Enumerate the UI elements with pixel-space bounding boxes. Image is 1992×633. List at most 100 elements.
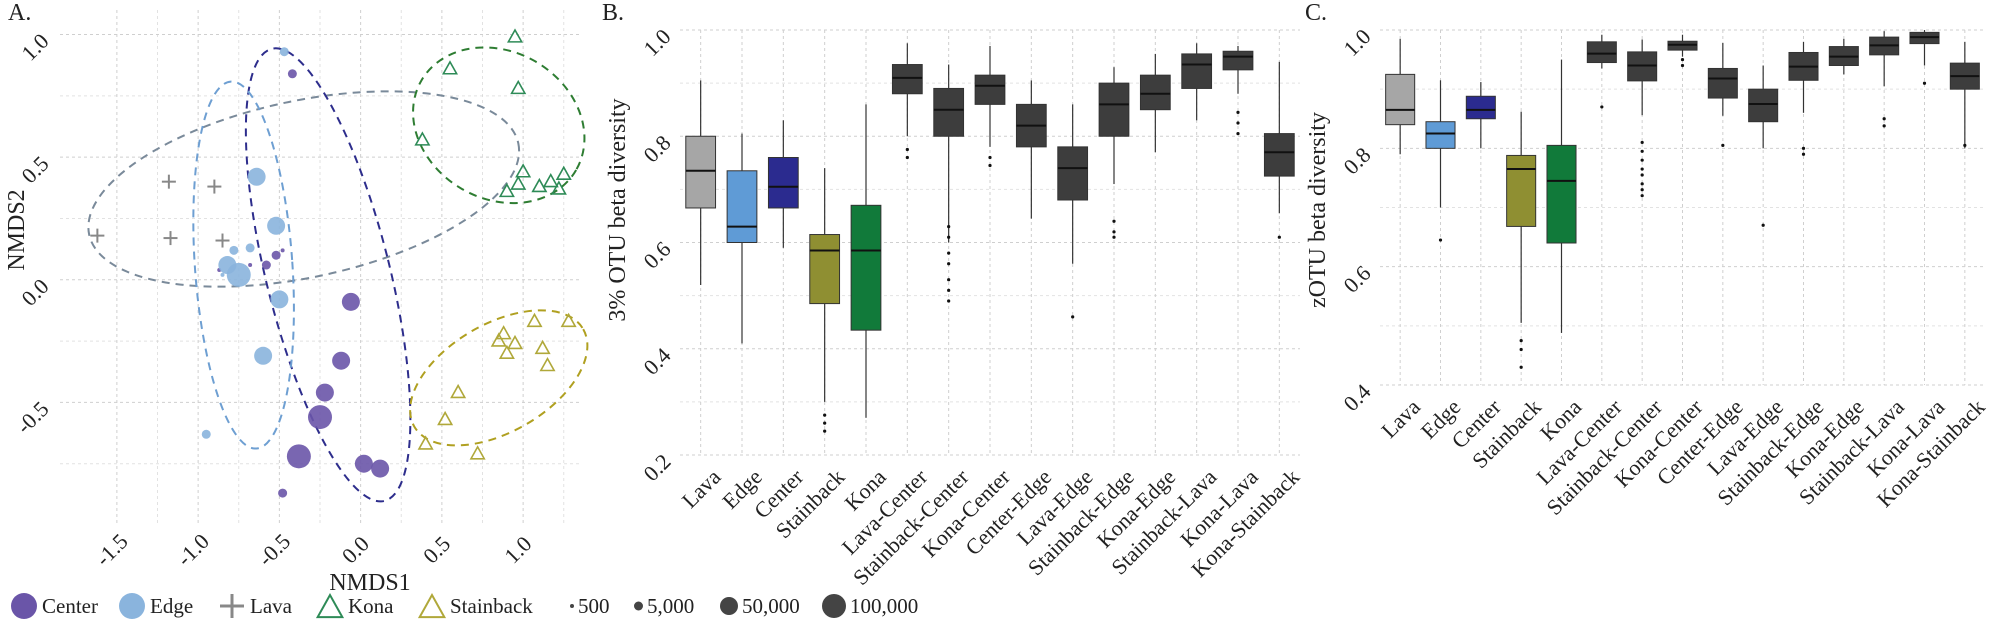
y-tick-label: 0.0 (16, 274, 53, 311)
point-stainback (539, 356, 556, 372)
point-center (332, 351, 351, 370)
point-center (286, 444, 311, 469)
box-center (767, 120, 799, 248)
outlier-point (1438, 238, 1443, 242)
box-iqr (1057, 146, 1089, 201)
box-edge (1425, 80, 1456, 242)
point-lava (215, 233, 230, 248)
outlier-point (1640, 167, 1644, 171)
panel-c-label: C. (1305, 0, 1327, 26)
box-iqr (1098, 82, 1130, 137)
outlier-point (1519, 339, 1523, 343)
box-iqr (1546, 144, 1577, 244)
box-lava-center (891, 43, 923, 160)
point-lava (207, 179, 222, 194)
outlier-point (1112, 235, 1116, 239)
x-tick-label: 0.5 (418, 531, 455, 568)
x-tick-label: 1.0 (499, 531, 536, 568)
point-stainback (490, 332, 507, 347)
box-lava (1385, 38, 1416, 155)
point-lava (90, 228, 105, 243)
box-kona (1546, 59, 1577, 333)
panel-a-label: A. (8, 0, 31, 26)
point-stainback (534, 339, 551, 355)
outlier-point (1801, 152, 1806, 156)
point-center (271, 250, 281, 260)
point-edge (279, 47, 289, 57)
legend-symbol-stainback (417, 592, 447, 619)
point-center (287, 69, 297, 79)
ellipse-center (244, 47, 412, 503)
outlier-point (1640, 182, 1644, 186)
point-center (354, 454, 373, 473)
point-stainback (560, 312, 577, 328)
box-kona-stainback (1263, 61, 1295, 239)
outlier-point (1600, 105, 1604, 109)
point-edge (254, 346, 273, 365)
panel-c-y-axis-title: zOTU beta diversity (1305, 112, 1331, 308)
panel-a-nmds-plot: -1.5 -1.0 -0.5 0.0 0.5 1.0 -0.5 0.0 0.5 1.0 (11, 10, 589, 571)
box-iqr (1506, 154, 1537, 227)
ellipse-lava (87, 90, 521, 288)
outlier-point (1882, 117, 1886, 121)
outlier-point (1236, 121, 1240, 125)
outlier-point (1519, 347, 1523, 352)
outlier-point (1640, 149, 1644, 153)
y-tick-label: 0.4 (1338, 379, 1375, 416)
y-tick-label: 0.5 (16, 151, 53, 188)
box-stainback-lava (1869, 31, 1900, 128)
outlier-point (1236, 110, 1240, 114)
ellipse-kona (412, 46, 586, 205)
legend-label-lava: Lava (250, 594, 293, 618)
outlier-point (947, 235, 951, 239)
box-kona-stainback (1949, 41, 1980, 149)
outlier-point (947, 299, 951, 303)
point-stainback (495, 325, 512, 340)
point-stainback (506, 334, 524, 350)
y-tick-label: 0.6 (638, 236, 675, 273)
point-stainback (417, 435, 434, 450)
outlier-point (1236, 131, 1240, 136)
box-iqr (974, 74, 1006, 105)
outlier-point (947, 262, 951, 266)
legend-symbol-edge (119, 593, 145, 619)
box-stainback-center (1627, 39, 1658, 198)
outlier-point (823, 413, 827, 417)
box-kona (850, 104, 882, 418)
point-kona (414, 131, 431, 146)
point-edge (245, 243, 255, 253)
legend-label-stainback: Stainback (450, 594, 533, 618)
outlier-point (823, 421, 827, 425)
box-iqr (1707, 67, 1738, 99)
point-lava (163, 231, 178, 246)
box-stainback-edge (1098, 67, 1130, 239)
point-kona (510, 79, 527, 95)
box-iqr (1181, 53, 1213, 89)
box-center-edge (1015, 80, 1047, 219)
outlier-point (947, 278, 951, 282)
ellipse-stainback (409, 309, 589, 447)
outlier-point (1680, 57, 1685, 62)
box-iqr (1748, 88, 1779, 123)
panel-b-otu-boxplot: 0.20.40.60.81.0LavaEdgeCenterStainbackKo… (638, 24, 1304, 590)
point-edge (218, 256, 237, 275)
box-iqr (809, 234, 841, 305)
outlier-point (1801, 146, 1806, 150)
box-iqr (850, 204, 882, 331)
outlier-point (1680, 63, 1685, 68)
box-stainback-center (933, 64, 965, 303)
panel-b-y-axis-title: 3% OTU beta diversity (605, 98, 631, 321)
point-center (315, 383, 334, 402)
legend-size-symbol (570, 604, 574, 608)
point-kona (498, 182, 515, 198)
point-edge (270, 290, 289, 309)
category-label: Lava (1376, 394, 1425, 443)
point-edge (220, 272, 225, 277)
box-lava-edge (1748, 65, 1779, 227)
outlier-point (1640, 194, 1644, 198)
box-iqr (767, 157, 799, 209)
box-kona-center (974, 45, 1006, 168)
box-stainback-edge (1788, 41, 1819, 156)
point-kona (550, 180, 567, 195)
